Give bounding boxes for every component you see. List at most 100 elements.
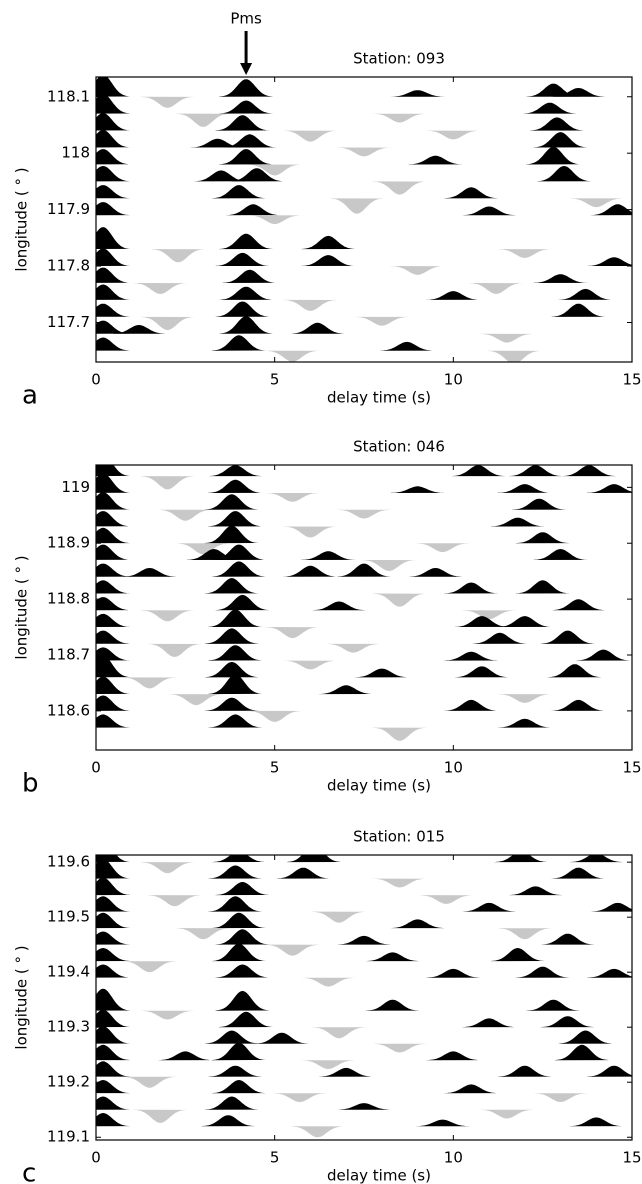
pulse	[497, 249, 552, 258]
pulse	[454, 666, 509, 678]
pulse	[354, 668, 409, 678]
pulse	[551, 303, 606, 317]
traces	[96, 465, 632, 741]
x-tick-label: 10	[444, 371, 463, 389]
pulse	[472, 632, 527, 644]
pulse	[96, 1113, 131, 1127]
y-tick-label: 119	[61, 478, 90, 496]
pulse	[96, 129, 131, 148]
pulse	[190, 138, 245, 148]
pulse	[508, 886, 563, 896]
y-tick-label: 117.7	[47, 313, 90, 331]
pulse	[329, 198, 384, 214]
pulse	[208, 714, 263, 728]
pulse	[290, 322, 345, 334]
pulse	[265, 627, 320, 639]
x-tick-label: 0	[91, 371, 101, 389]
x-tick-label: 5	[270, 759, 280, 777]
annotation: Pms	[230, 10, 262, 28]
pulse	[283, 299, 338, 311]
pulse	[140, 316, 195, 331]
pulse	[390, 486, 445, 493]
pulse	[96, 597, 131, 611]
pulse	[454, 616, 509, 628]
pulse	[587, 968, 632, 978]
pulse	[444, 651, 499, 661]
pulse	[444, 699, 499, 711]
pulse	[576, 649, 631, 661]
pulse	[533, 549, 588, 560]
pulse	[204, 494, 259, 510]
pulse	[462, 902, 517, 912]
pulse	[490, 948, 545, 962]
pulse	[96, 267, 131, 283]
y-tick-label: 118.1	[47, 87, 90, 105]
plot-frame	[95, 464, 633, 751]
pulse	[96, 988, 131, 1011]
pulse	[533, 1093, 588, 1102]
pulse	[365, 999, 420, 1011]
pulse	[497, 484, 552, 493]
pulse	[379, 341, 434, 351]
x-tick-label: 5	[270, 1149, 280, 1167]
pulse	[408, 155, 463, 165]
y-axis-label: longitude ( ° )	[13, 945, 31, 1049]
pulse	[290, 1126, 345, 1138]
pulse	[372, 1043, 427, 1053]
pulse	[537, 166, 592, 182]
pulse	[497, 616, 552, 628]
pulse	[219, 1011, 274, 1028]
pulse	[229, 168, 284, 182]
pulse	[283, 526, 338, 538]
pulse	[301, 551, 356, 560]
pulse	[587, 1065, 632, 1077]
pulse	[96, 77, 131, 97]
pulse	[204, 578, 259, 594]
x-axis-label: delay time (s)	[327, 1167, 431, 1184]
pulse	[204, 697, 259, 711]
pulse	[219, 316, 274, 334]
pulse	[415, 543, 470, 552]
pulse	[415, 1119, 470, 1127]
pulse	[265, 350, 320, 362]
pulse	[558, 1030, 613, 1044]
pulse	[540, 630, 595, 644]
pulse	[311, 911, 366, 923]
pulse	[479, 333, 534, 343]
x-tick-label: 10	[444, 1149, 463, 1167]
y-axis-label: longitude ( ° )	[13, 555, 31, 659]
pulse	[451, 465, 506, 477]
pulse	[551, 599, 606, 611]
x-axis-label: delay time (s)	[327, 389, 431, 407]
chart-title: Station: 046	[353, 438, 445, 456]
pulse	[390, 919, 445, 929]
y-tick-label: 118.7	[47, 646, 90, 664]
pulse	[96, 912, 131, 929]
pulse	[540, 1016, 595, 1028]
y-tick-label: 119.1	[47, 1128, 90, 1146]
pulse	[362, 560, 416, 571]
pulse	[226, 204, 281, 216]
pulse	[96, 858, 131, 879]
pulse	[158, 509, 213, 521]
pulse	[96, 473, 131, 493]
pulse	[96, 931, 131, 945]
y-tick-label: 118.9	[47, 534, 90, 552]
pulse	[96, 284, 131, 300]
pulse	[215, 301, 270, 317]
panel: 0 5 10 15 117.7 117.8 117.9 118 118.1 Station: 09…	[13, 10, 642, 411]
pulse	[372, 181, 427, 195]
x-tick-label: 0	[91, 759, 101, 777]
pulse	[208, 609, 263, 628]
pulse	[283, 565, 338, 577]
pulse	[426, 1051, 481, 1061]
pulse	[96, 337, 131, 351]
pulse	[390, 90, 445, 97]
pulse	[140, 862, 195, 874]
pulse	[444, 582, 499, 594]
pulse	[96, 1080, 131, 1094]
pulse	[390, 266, 445, 275]
pulse	[215, 882, 270, 896]
pulse	[254, 1032, 309, 1044]
pulse	[590, 902, 632, 912]
